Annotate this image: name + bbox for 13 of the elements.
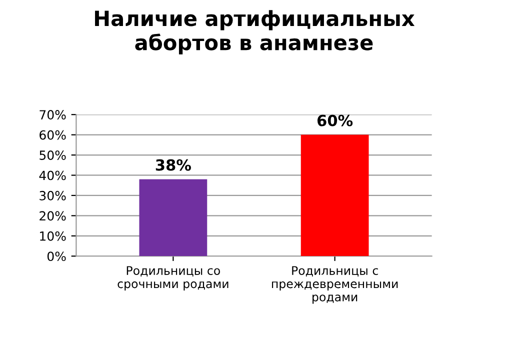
data-label: 60% [317,114,353,126]
y-tick-label: 30% [40,190,66,200]
y-tick-label: 50% [40,150,66,160]
data-label: 38% [156,159,191,171]
y-tick-label: 0% [47,252,66,262]
x-tick-label: Родильницы со срочными родами [118,266,228,290]
y-tick-label: 20% [40,211,66,221]
y-tick-label: 10% [40,231,66,241]
x-tick-label: Родильницы с преждевременными родами [272,266,398,304]
y-tick-label: 70% [40,110,66,120]
chart-title: Наличие артифициальных абортов в анамнезе [95,10,415,54]
y-tick-label: 60% [40,130,66,140]
y-tick-label: 40% [39,170,66,180]
